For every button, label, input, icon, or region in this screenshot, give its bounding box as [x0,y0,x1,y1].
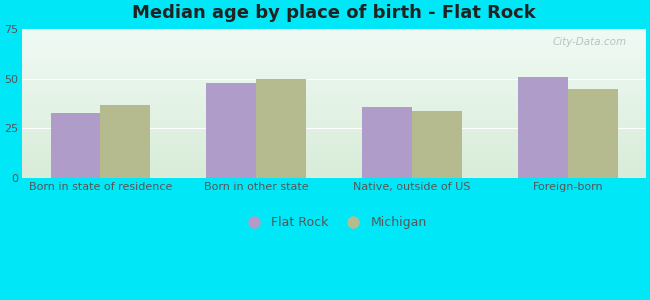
Bar [100,105,150,178]
Legend: Flat Rock, Michigan: Flat Rock, Michigan [236,211,432,234]
Bar [362,106,412,178]
Bar [518,77,568,178]
Text: City-Data.com: City-Data.com [553,37,627,47]
Bar [206,83,256,178]
Bar [51,112,100,178]
Title: Median age by place of birth - Flat Rock: Median age by place of birth - Flat Rock [132,4,536,22]
Bar [412,111,462,178]
Bar [568,89,618,178]
Bar [256,79,306,178]
